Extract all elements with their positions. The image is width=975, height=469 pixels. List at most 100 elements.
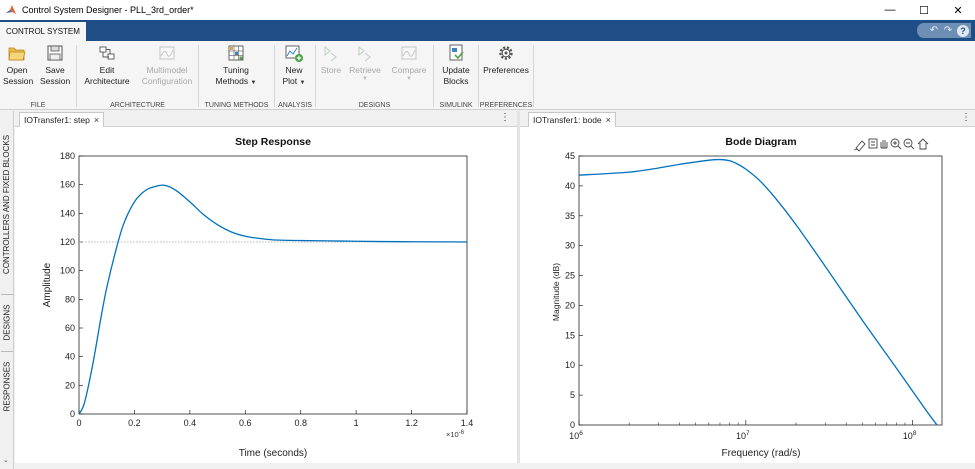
data-tips-icon[interactable] <box>853 140 866 152</box>
store-button[interactable]: Store <box>318 43 344 76</box>
section-label-simulink: SIMULINK <box>439 102 473 109</box>
close-icon[interactable]: × <box>93 115 100 125</box>
multimodel-label-1: Multimodel <box>146 65 188 75</box>
new-plot-button[interactable]: New Plot ▼ <box>279 43 309 87</box>
edit-architecture-button[interactable]: Edit Architecture <box>80 43 134 87</box>
step-y-tick-label: 40 <box>65 352 75 362</box>
step-chart-title: Step Response <box>235 136 311 148</box>
retrieve-button[interactable]: Retrieve ▼ <box>347 43 383 83</box>
quick-access-toolbar: ↶ ↷ ? <box>917 23 971 38</box>
pan-hand-icon[interactable] <box>880 140 888 149</box>
step-y-tick-label: 80 <box>65 294 75 304</box>
multimodel-configuration-button[interactable]: Multimodel Configuration <box>137 43 197 87</box>
step-y-tick-label: 100 <box>60 266 75 276</box>
section-architecture: ARCHITECTURE <box>77 43 198 110</box>
tuning-methods-button[interactable]: Tuning Methods ▼ <box>210 43 262 87</box>
tab-iotransfer-step[interactable]: IOTransfer1: step × <box>19 112 105 127</box>
section-divider <box>533 45 534 107</box>
bode-y-tick-label: 45 <box>565 151 575 161</box>
bode-x-tick-base: 10 <box>736 431 746 441</box>
compare-button[interactable]: Compare ▼ <box>388 43 430 83</box>
bode-plot-area <box>578 155 943 426</box>
matlab-logo-icon <box>6 5 16 14</box>
step-x-exponent-power: -6 <box>459 430 465 436</box>
step-x-tick-label: 0.6 <box>239 418 252 428</box>
step-x-tick-label: 0.2 <box>128 418 141 428</box>
pane-menu-icon[interactable]: ⋮ <box>500 112 510 123</box>
step-x-tick-label: 1 <box>354 418 359 428</box>
tab-control-system[interactable]: CONTROL SYSTEM <box>0 22 86 41</box>
step-y-tick-label: 60 <box>65 323 75 333</box>
help-icon[interactable]: ? <box>957 24 969 37</box>
bode-y-tick-label: 10 <box>565 360 575 370</box>
edit-architecture-label-1: Edit <box>99 65 115 75</box>
tab-iotransfer-bode-label: IOTransfer1: bode <box>533 115 602 125</box>
step-x-axis-label: Time (seconds) <box>239 448 308 459</box>
maximize-button[interactable]: ☐ <box>919 4 929 17</box>
step-x-tick-label: 0 <box>76 418 81 428</box>
bode-x-tick-label: 107 <box>736 430 750 441</box>
redo-icon[interactable]: ↷ <box>943 25 953 36</box>
bode-y-axis-label: Magnitude (dB) <box>551 263 561 321</box>
axes-toolbar <box>853 138 929 152</box>
tab-iotransfer-bode[interactable]: IOTransfer1: bode × <box>528 112 616 127</box>
new-plot-label-2: Plot <box>282 76 298 86</box>
export-icon[interactable] <box>868 138 878 149</box>
step-x-tick-label: 0.4 <box>184 418 197 428</box>
side-tab-controllers[interactable]: CONTROLLERS AND FIXED BLOCKS <box>0 117 14 292</box>
side-tab-designs[interactable]: DESIGNS <box>0 297 14 347</box>
bode-x-tick-label: 106 <box>569 430 583 441</box>
close-button[interactable]: ✕ <box>953 4 963 17</box>
side-tab-divider <box>1 351 13 352</box>
close-icon[interactable]: × <box>605 115 611 125</box>
gear-icon <box>499 46 513 60</box>
section-label-tuning: TUNING METHODS <box>204 102 269 109</box>
section-tuning-methods: TUNING METHODS <box>199 43 274 110</box>
update-blocks-button[interactable]: Update Blocks <box>438 43 474 87</box>
multimodel-label-2: Configuration <box>141 76 193 86</box>
bode-y-tick-label: 5 <box>570 390 575 400</box>
ribbon-tab-strip: CONTROL SYSTEM ↶ ↷ ? <box>0 20 975 41</box>
bode-chart-title: Bode Diagram <box>725 136 796 148</box>
step-y-tick-label: 0 <box>70 409 75 419</box>
zoom-in-icon[interactable] <box>890 138 902 150</box>
bode-y-tick-label: 15 <box>565 330 575 340</box>
section-divider <box>274 45 275 107</box>
step-y-tick-label: 20 <box>65 380 75 390</box>
chevron-down-icon: ▼ <box>250 80 257 86</box>
preferences-button[interactable]: Preferences <box>481 43 531 76</box>
bode-magnitude-series <box>578 158 938 426</box>
step-x-exponent-label: ×10-6 <box>446 430 465 439</box>
step-y-tick-label: 180 <box>60 151 75 161</box>
step-x-tick-label: 1.4 <box>461 418 474 428</box>
home-icon[interactable] <box>917 138 929 150</box>
section-designs: DESIGNS <box>316 43 433 110</box>
pane-menu-icon[interactable]: ⋮ <box>961 112 971 123</box>
step-plot-area <box>78 155 468 415</box>
zoom-out-icon[interactable] <box>903 138 915 150</box>
step-y-tick-label: 120 <box>60 237 75 247</box>
tab-iotransfer-step-label: IOTransfer1: step <box>24 115 90 125</box>
side-tab-responses-label: RESPONSES <box>2 361 12 411</box>
bode-x-tick-exp: 7 <box>746 430 750 437</box>
open-session-button[interactable]: Open Session <box>3 43 33 87</box>
step-y-axis-label: Amplitude <box>42 262 53 307</box>
minimize-button[interactable]: — <box>884 4 896 16</box>
bode-x-tick-base: 10 <box>569 431 579 441</box>
chevron-down-icon: ▼ <box>406 76 412 82</box>
bode-x-tick-exp: 8 <box>913 430 917 437</box>
side-tab-responses[interactable]: RESPONSES <box>0 355 14 417</box>
side-tab-designs-label: DESIGNS <box>2 303 12 341</box>
undo-icon[interactable]: ↶ <box>929 25 939 36</box>
edit-architecture-label-2: Architecture <box>84 76 130 86</box>
status-bar <box>14 463 975 469</box>
save-disk-icon <box>47 45 63 61</box>
step-y-tick-label: 140 <box>60 208 75 218</box>
save-session-button[interactable]: Save Session <box>40 43 70 87</box>
store-label: Store <box>320 65 342 75</box>
step-y-tick-label: 160 <box>60 180 75 190</box>
side-panel-collapse-icon[interactable]: ⌄ <box>3 457 9 464</box>
step-x-tick-label: 1.2 <box>405 418 418 428</box>
pane-splitter[interactable] <box>517 111 520 469</box>
step-plot-pane: IOTransfer1: step × ⋮ 0 0.2 0.4 0.6 0.8 1 1.2 1… <box>15 111 517 469</box>
